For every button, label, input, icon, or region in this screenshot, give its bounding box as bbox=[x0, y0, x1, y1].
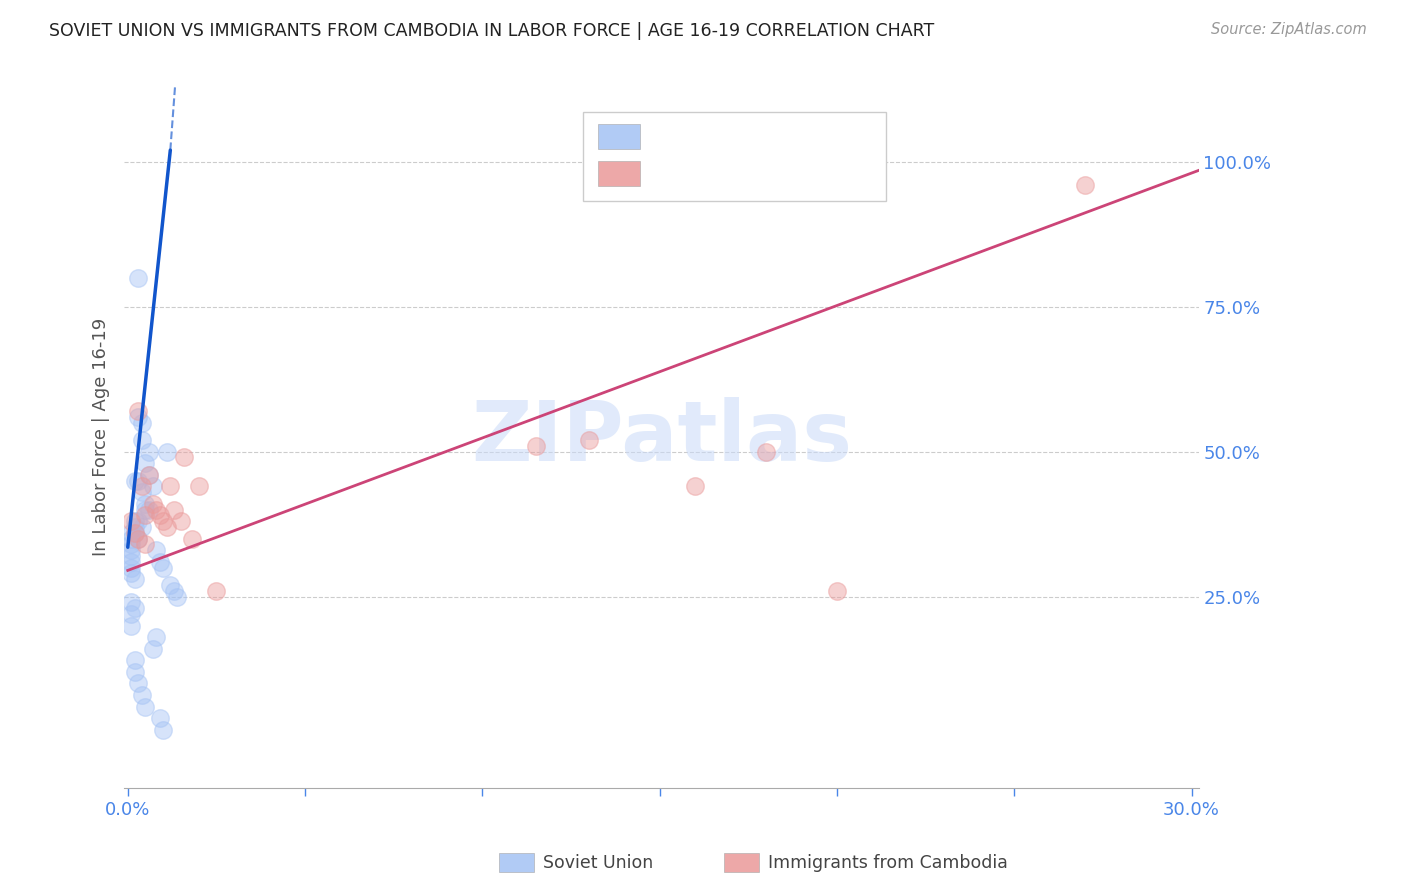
Point bbox=[142, 641, 165, 656]
Point bbox=[180, 532, 202, 546]
Point bbox=[159, 578, 181, 592]
Point bbox=[131, 520, 153, 534]
Point bbox=[124, 653, 146, 667]
Point bbox=[120, 560, 142, 574]
Point bbox=[124, 525, 146, 540]
Point bbox=[205, 583, 228, 598]
Point bbox=[131, 479, 153, 493]
Point bbox=[124, 601, 146, 615]
Point bbox=[149, 508, 172, 523]
Point bbox=[120, 607, 142, 621]
Point bbox=[127, 514, 149, 528]
Point bbox=[145, 543, 167, 558]
Point bbox=[152, 723, 174, 737]
Text: SOVIET UNION VS IMMIGRANTS FROM CAMBODIA IN LABOR FORCE | AGE 16-19 CORRELATION : SOVIET UNION VS IMMIGRANTS FROM CAMBODIA… bbox=[49, 22, 935, 40]
Point bbox=[120, 525, 142, 540]
Point bbox=[138, 502, 160, 516]
Point bbox=[131, 485, 153, 500]
Point bbox=[149, 711, 172, 725]
Point bbox=[124, 520, 146, 534]
Point bbox=[120, 537, 142, 551]
Point bbox=[120, 595, 142, 609]
Point bbox=[138, 444, 160, 458]
Point bbox=[166, 590, 188, 604]
Text: ZIPatlas: ZIPatlas bbox=[471, 397, 852, 477]
Point bbox=[134, 456, 156, 470]
Point bbox=[578, 433, 600, 447]
Text: R = 0.552   N = 49: R = 0.552 N = 49 bbox=[651, 127, 837, 146]
Point bbox=[124, 525, 146, 540]
Point bbox=[156, 520, 179, 534]
Point bbox=[124, 474, 146, 488]
Point bbox=[134, 502, 156, 516]
Point bbox=[120, 555, 142, 569]
Point bbox=[127, 474, 149, 488]
Point bbox=[120, 543, 142, 558]
Point bbox=[145, 630, 167, 644]
Point bbox=[149, 555, 172, 569]
Point bbox=[142, 497, 165, 511]
Point bbox=[142, 479, 165, 493]
Point bbox=[163, 502, 186, 516]
Point bbox=[173, 450, 195, 465]
Point bbox=[683, 479, 706, 493]
Point bbox=[127, 532, 149, 546]
Point bbox=[124, 572, 146, 586]
Point bbox=[127, 270, 149, 285]
Point bbox=[127, 676, 149, 690]
Point bbox=[127, 404, 149, 418]
Point bbox=[120, 618, 142, 632]
Point bbox=[163, 583, 186, 598]
Point bbox=[134, 497, 156, 511]
Point bbox=[524, 439, 547, 453]
Point bbox=[1074, 178, 1097, 192]
Point bbox=[152, 560, 174, 574]
Point bbox=[825, 583, 848, 598]
Point bbox=[131, 433, 153, 447]
Point bbox=[124, 514, 146, 528]
Text: R = 0.635   N = 26: R = 0.635 N = 26 bbox=[651, 164, 837, 184]
Point bbox=[124, 665, 146, 679]
Point bbox=[145, 502, 167, 516]
Point bbox=[156, 444, 179, 458]
Point bbox=[138, 467, 160, 482]
Point bbox=[755, 444, 778, 458]
Point bbox=[127, 409, 149, 424]
Point bbox=[131, 688, 153, 702]
Point bbox=[187, 479, 209, 493]
Point bbox=[170, 514, 193, 528]
Point bbox=[134, 699, 156, 714]
Text: Soviet Union: Soviet Union bbox=[543, 854, 652, 871]
Point bbox=[138, 467, 160, 482]
Point bbox=[120, 566, 142, 581]
Text: Immigrants from Cambodia: Immigrants from Cambodia bbox=[768, 854, 1008, 871]
Point bbox=[134, 508, 156, 523]
Point bbox=[120, 514, 142, 528]
Point bbox=[120, 549, 142, 563]
Y-axis label: In Labor Force | Age 16-19: In Labor Force | Age 16-19 bbox=[93, 318, 110, 557]
Point bbox=[152, 514, 174, 528]
Point bbox=[127, 532, 149, 546]
Point bbox=[134, 537, 156, 551]
Text: Source: ZipAtlas.com: Source: ZipAtlas.com bbox=[1211, 22, 1367, 37]
Point bbox=[159, 479, 181, 493]
Point bbox=[131, 416, 153, 430]
Point bbox=[120, 532, 142, 546]
